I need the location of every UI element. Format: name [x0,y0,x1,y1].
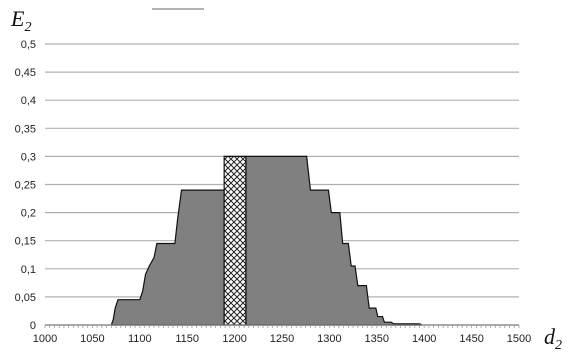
y-tick-label: 0 [30,320,36,332]
y-axis-title: E2 [10,6,31,35]
distribution-area [245,155,423,326]
x-tick-label: 1300 [317,333,341,345]
x-tick-labels: 1000 1050 1100 1150 1200 1250 1300 1350 1400 1450… [33,333,531,345]
distribution-area [110,189,225,326]
x-tick-label: 1150 [175,333,199,345]
y-tick-label: 0,25 [15,180,36,192]
y-tick-label: 0,35 [15,123,36,135]
x-tick-label: 1050 [80,333,104,345]
y-tick-label: 0,5 [21,39,36,51]
data-series [110,155,423,326]
x-tick-label: 1000 [33,333,57,345]
x-axis [44,324,520,328]
x-tick-label: 1250 [270,333,294,345]
y-tick-label: 0,2 [21,208,36,220]
y-tick-label: 0,1 [21,264,36,276]
x-axis-title: d2 [544,324,562,352]
y-tick-labels: 0 0,05 0,1 0,15 0,2 0,25 0,3 0,35 0,4 0,45 0,5 [15,39,36,332]
x-tick-label: 1350 [365,333,389,345]
x-tick-label: 1100 [128,333,152,345]
y-tick-label: 0,45 [15,67,36,79]
x-tick-label: 1450 [459,333,483,345]
y-tick-label: 0,05 [15,292,36,304]
y-tick-label: 0,3 [21,151,36,163]
y-tick-label: 0,4 [21,95,36,107]
y-tick-label: 0,15 [15,236,36,248]
x-tick-label: 1500 [507,333,531,345]
crosshatch-bin [223,155,247,326]
x-tick-label: 1400 [412,333,436,345]
x-tick-label: 1200 [222,333,246,345]
